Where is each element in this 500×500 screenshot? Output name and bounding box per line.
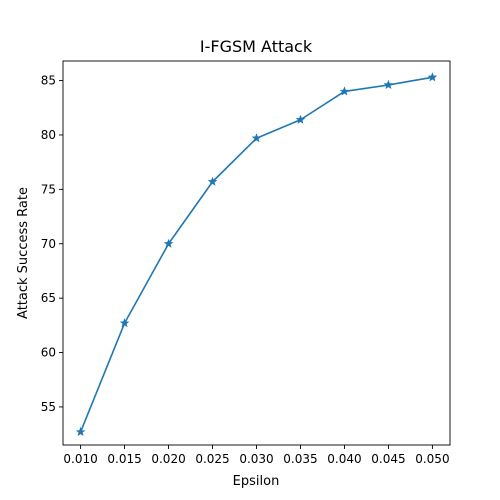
x-axis-label: Epsilon [233,474,280,489]
x-tick-label: 0.015 [107,452,141,466]
data-point [427,72,438,82]
plot-area: 0.010 0.015 0.020 0.025 0.030 0.035 0.040 0.045… [41,60,451,466]
x-tick-label: 0.045 [371,452,405,466]
x-tick-label: 0.020 [151,452,185,466]
y-tick-label: 70 [41,237,56,251]
series-line [79,76,433,433]
y-tick-label: 60 [41,346,56,360]
data-point [207,176,218,186]
y-tick-label: 55 [41,400,56,414]
data-point [295,114,306,124]
data-point [163,238,174,248]
axes-frame [62,60,451,446]
x-tick-label: 0.010 [63,452,97,466]
data-point [339,86,350,96]
x-tick-label: 0.040 [327,452,361,466]
y-tick-label: 65 [41,291,56,305]
y-tick-label: 85 [41,74,56,88]
data-point [383,79,394,90]
x-tick-label: 0.050 [415,452,449,466]
y-tick-label: 80 [41,128,56,142]
y-axis-label: Attack Success Rate [16,187,31,319]
x-tick-label: 0.035 [283,452,317,466]
data-point [119,318,130,328]
data-point [75,426,86,437]
chart-title: I-FGSM Attack [200,37,313,56]
x-tick-label: 0.030 [239,452,273,466]
data-point [251,133,262,143]
x-tick-label: 0.025 [195,452,229,466]
y-tick-label: 75 [41,182,56,196]
